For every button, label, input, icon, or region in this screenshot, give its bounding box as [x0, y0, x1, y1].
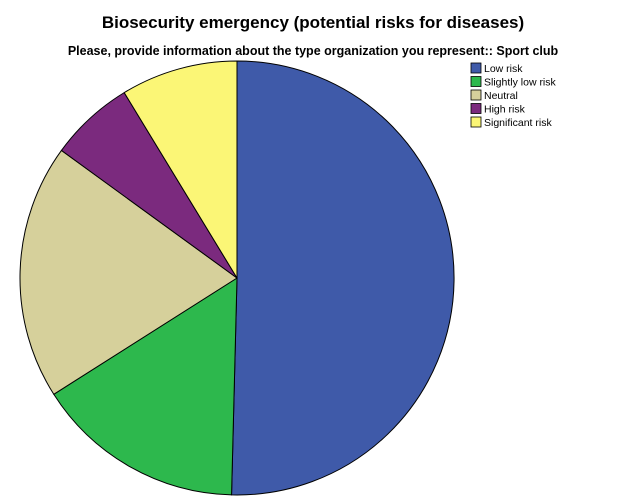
chart-title: Biosecurity emergency (potential risks f… — [102, 13, 524, 32]
legend-swatch-significant-risk — [470, 116, 482, 128]
legend-swatch-slightly-low-risk — [470, 76, 482, 87]
legend-swatch-neutral — [470, 89, 482, 101]
pie-slices — [19, 60, 455, 496]
legend-swatch-high-risk — [470, 103, 482, 114]
legend-label-low-risk: Low risk — [484, 63, 523, 75]
legend-swatch-low-risk — [470, 62, 482, 74]
legend-label-neutral: Neutral — [484, 90, 518, 102]
pie-slice-neutral — [19, 149, 238, 395]
pie-slice-slightly-low-risk — [53, 277, 238, 496]
legend-label-slightly-low-risk: Slightly low risk — [484, 77, 557, 89]
pie-slice-low-risk — [231, 60, 455, 496]
legend-label-significant-risk: Significant risk — [484, 117, 552, 129]
chart-subtitle: Please, provide information about the ty… — [68, 44, 559, 58]
legend-label-high-risk: High risk — [484, 104, 526, 116]
pie-slice-significant-risk — [123, 60, 238, 280]
